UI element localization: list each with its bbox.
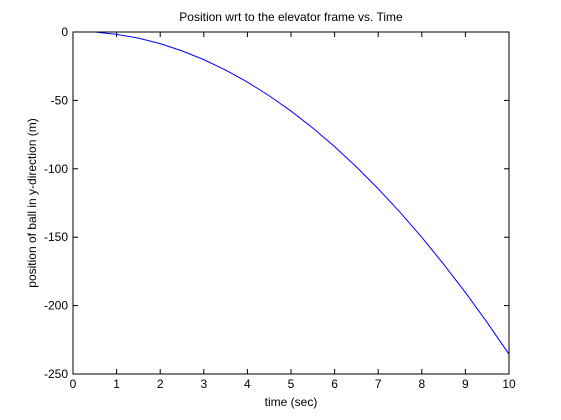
x-tick-label: 2 [157,377,164,391]
x-tick-label: 5 [288,377,295,391]
x-tick-label: 3 [200,377,207,391]
ticks-layer: 0 1 2 3 4 5 6 7 8 9 10 0 -50 -100 -150 -200 -250 [44,25,516,391]
axes-box [72,31,510,375]
y-tick-label: -200 [44,299,68,313]
chart-title: Position wrt to the elevator frame vs. T… [179,10,403,24]
x-tick-label: 8 [418,377,425,391]
x-axis-title: time (sec) [265,395,318,409]
y-tick-label: -250 [44,367,68,381]
series-layer [94,31,510,355]
y-tick-label: 0 [61,25,68,39]
x-tick-label: 10 [502,377,516,391]
y-axis-title: position of ball in y-direction (m) [25,118,39,287]
x-tick-label: 6 [331,377,338,391]
x-tick-label: 9 [462,377,469,391]
y-tick-label: -50 [51,93,69,107]
y-tick-label: -100 [44,162,68,176]
x-tick-label: 4 [244,377,251,391]
x-tick-label: 1 [113,377,120,391]
series-line-0 [94,31,510,355]
y-tick-label: -150 [44,230,68,244]
x-tick-label: 7 [375,377,382,391]
x-tick-label: 0 [70,377,77,391]
